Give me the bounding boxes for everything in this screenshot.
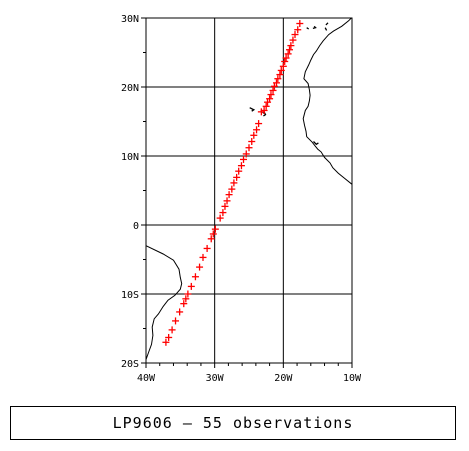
y-tick-label: 30N bbox=[121, 14, 139, 25]
observation-marker bbox=[272, 79, 280, 87]
coastline-1 bbox=[146, 245, 183, 360]
observation-marker bbox=[216, 214, 224, 222]
island-2 bbox=[262, 110, 267, 117]
observation-marker bbox=[287, 42, 295, 50]
observation-marker bbox=[162, 338, 170, 346]
y-tick-label: 10S bbox=[121, 290, 139, 301]
observation-marker bbox=[237, 162, 245, 170]
island-6 bbox=[324, 27, 328, 31]
observation-marker bbox=[277, 66, 285, 74]
observation-marker bbox=[245, 144, 253, 152]
observation-marker bbox=[184, 290, 192, 298]
observation-marker bbox=[176, 308, 184, 316]
coastline-2 bbox=[302, 18, 352, 185]
y-tick-label: 20N bbox=[121, 83, 139, 94]
observation-marker bbox=[219, 209, 227, 217]
observation-marker bbox=[191, 273, 199, 281]
observation-marker bbox=[279, 62, 287, 70]
observation-marker bbox=[168, 326, 176, 334]
observation-marker bbox=[296, 20, 304, 28]
observation-marker bbox=[276, 71, 284, 79]
island-7 bbox=[306, 27, 310, 30]
observation-marker bbox=[291, 31, 299, 39]
observation-marker bbox=[294, 26, 302, 34]
observation-marker bbox=[240, 155, 248, 163]
observation-marker bbox=[223, 197, 231, 205]
observation-marker bbox=[274, 75, 282, 83]
observation-marker bbox=[233, 173, 241, 181]
axis-labels: 40W 30W 20W 10W 30N 20N 10N 0 10S 20S bbox=[121, 14, 362, 384]
observation-marker bbox=[248, 138, 256, 146]
observation-markers bbox=[162, 20, 304, 346]
observation-marker bbox=[250, 131, 258, 139]
observation-marker bbox=[281, 57, 289, 65]
x-tick-label: 40W bbox=[137, 373, 156, 384]
observation-marker bbox=[196, 263, 204, 271]
observation-marker bbox=[165, 333, 173, 341]
observation-marker bbox=[286, 46, 294, 54]
plot-frame bbox=[145, 17, 353, 364]
observation-marker bbox=[257, 108, 265, 116]
observation-marker bbox=[230, 179, 238, 187]
observation-marker bbox=[187, 282, 195, 290]
map-frame bbox=[145, 17, 353, 364]
observation-marker bbox=[262, 102, 270, 110]
observation-marker bbox=[267, 91, 275, 99]
observation-marker bbox=[289, 36, 297, 44]
observation-marker bbox=[269, 86, 277, 94]
observation-marker bbox=[242, 150, 250, 158]
observation-marker bbox=[253, 126, 261, 134]
y-tick-label: 0 bbox=[133, 221, 139, 232]
observation-marker bbox=[228, 185, 236, 193]
coastline-layer bbox=[146, 18, 352, 360]
grid-layer bbox=[141, 17, 353, 368]
x-tick-label: 30W bbox=[206, 373, 225, 384]
observation-marker bbox=[203, 244, 211, 252]
observation-map: 40W 30W 20W 10W 30N 20N 10N 0 10S 20S bbox=[121, 14, 362, 384]
observation-marker bbox=[284, 50, 292, 58]
x-tick-label: 20W bbox=[274, 373, 293, 384]
observation-marker bbox=[209, 230, 217, 238]
observation-marker bbox=[235, 167, 243, 175]
observation-marker bbox=[221, 202, 229, 210]
observation-marker bbox=[266, 95, 274, 103]
observation-marker bbox=[282, 54, 290, 62]
y-tick-label: 10N bbox=[121, 152, 139, 163]
caption-box: LP9606 – 55 observations bbox=[10, 406, 456, 440]
observation-marker bbox=[207, 235, 215, 243]
caption-text: LP9606 – 55 observations bbox=[112, 414, 354, 432]
observation-marker bbox=[180, 300, 188, 308]
observation-marker bbox=[199, 253, 207, 261]
y-tick-label: 20S bbox=[121, 359, 139, 370]
island-5 bbox=[325, 22, 329, 26]
x-tick-label: 10W bbox=[343, 373, 362, 384]
observation-marker bbox=[255, 120, 263, 128]
observation-marker bbox=[182, 295, 190, 303]
island-3 bbox=[313, 141, 319, 146]
observation-marker bbox=[172, 317, 180, 325]
island-4 bbox=[312, 25, 317, 30]
observation-marker bbox=[225, 191, 233, 199]
observation-marker bbox=[211, 225, 219, 233]
island-1 bbox=[249, 107, 256, 112]
